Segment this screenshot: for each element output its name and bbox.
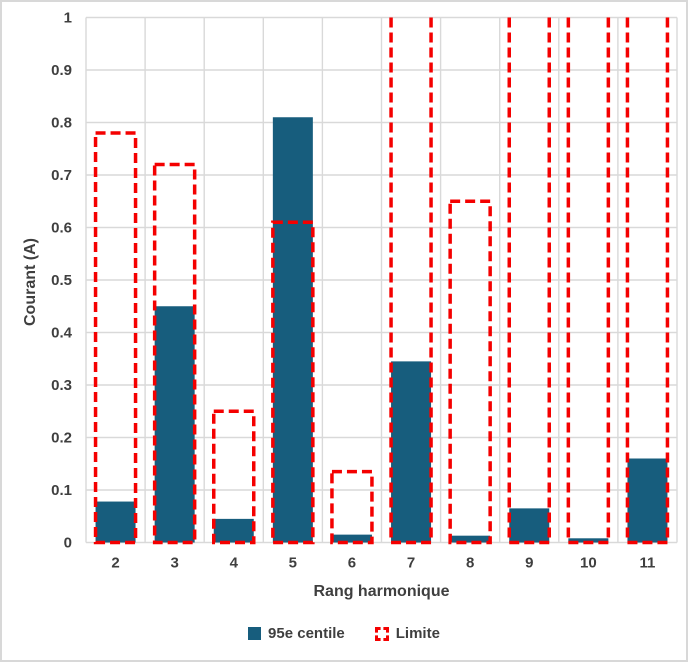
limit-bar-9: [507, 17, 551, 545]
y-tick-label: 0.8: [51, 115, 72, 132]
legend: 95e centile Limite: [2, 625, 686, 642]
limit-bar-2: [93, 131, 138, 545]
solid-square-icon: [248, 627, 262, 640]
limit-bar-6: [330, 469, 374, 545]
x-tick-label: 4: [230, 555, 239, 572]
limit-bar-10: [566, 17, 611, 545]
y-tick-label: 0.1: [51, 482, 72, 499]
bar-95e-centile-7: [391, 361, 432, 543]
x-tick-label: 6: [348, 555, 356, 572]
x-tick-label: 9: [525, 555, 533, 572]
x-tick-label: 2: [111, 555, 119, 572]
bar-95e-centile-6: [331, 534, 372, 543]
x-tick-label: 5: [289, 555, 297, 572]
bar-95e-centile-11: [627, 458, 668, 543]
y-tick-label: 0.9: [51, 62, 72, 79]
legend-item-95e-centile: 95e centile: [248, 625, 345, 642]
y-tick-label: 0.6: [51, 220, 72, 237]
x-axis-title: Rang harmonique: [313, 583, 450, 600]
limit-bar-3: [152, 162, 197, 545]
x-tick-label: 3: [170, 555, 178, 572]
y-tick-label: 0.5: [51, 272, 72, 289]
y-tick-label: 0.3: [51, 377, 72, 394]
y-tick-label: 0: [64, 535, 72, 552]
bar-95e-centile-2: [95, 501, 136, 543]
x-tick-label: 8: [466, 555, 474, 572]
bar-95e-centile-9: [509, 508, 550, 543]
legend-item-limite: Limite: [374, 625, 440, 642]
y-axis-title: Courant (A): [22, 238, 39, 326]
limit-bar-4: [212, 409, 256, 545]
y-tick-label: 0.7: [51, 167, 72, 184]
x-tick-label: 11: [640, 555, 656, 572]
y-tick-label: 0.4: [51, 325, 73, 342]
y-tick-label: 0.2: [51, 430, 72, 447]
dashed-square-icon: [374, 626, 389, 641]
legend-label-95e-centile: 95e centile: [268, 625, 345, 642]
bar-95e-centile-5: [272, 117, 313, 543]
limit-bar-5: [271, 220, 315, 545]
x-tick-label: 7: [407, 555, 415, 572]
limit-bar-7: [389, 17, 433, 545]
legend-label-limite: Limite: [395, 625, 440, 642]
bar-95e-centile-8: [450, 535, 491, 543]
x-tick-label: 10: [580, 555, 597, 572]
y-tick-label: 1: [64, 10, 72, 27]
bar-95e-centile-3: [154, 306, 195, 543]
bar-95e-centile-10: [568, 538, 609, 543]
limit-bar-8: [448, 199, 492, 545]
limit-bar-11: [625, 17, 670, 545]
bar-95e-centile-4: [213, 518, 254, 543]
